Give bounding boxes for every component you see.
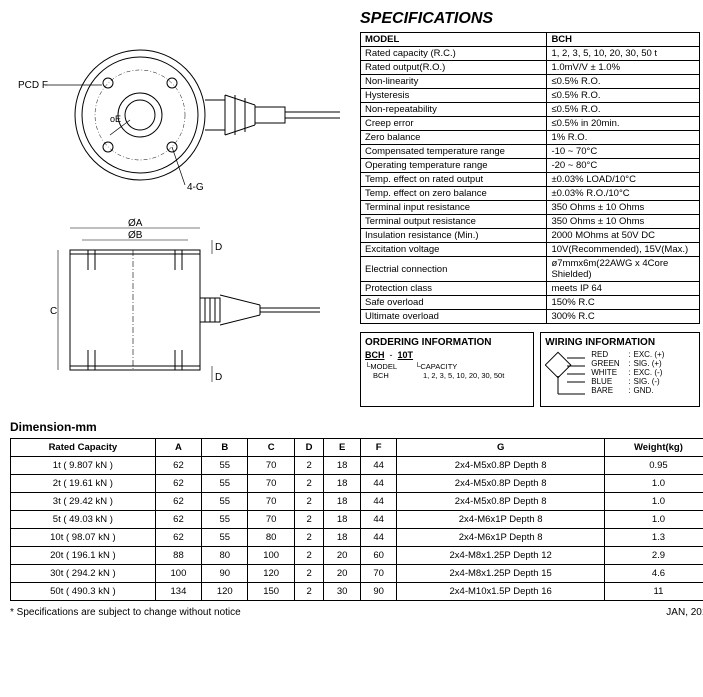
specs-cell: Terminal input resistance [361,201,547,215]
footer-note: * Specifications are subject to change w… [10,607,241,618]
specs-cell: 350 Ohms ± 10 Ohms [547,215,700,229]
ordering-capacity: 10T [398,350,414,360]
dim-header: E [324,439,361,457]
wiring-info-box: WIRING INFORMATION RED:EXC. (+)GREEN:SIG… [540,332,700,407]
wire-row: GREEN:SIG. (+) [591,359,664,368]
dim-header: C [248,439,294,457]
label-d-bot: D [215,372,222,383]
specs-cell: -10 ~ 70°C [547,145,700,159]
dim-header: D [294,439,324,457]
specs-cell: ≤0.5% R.O. [547,103,700,117]
label-oe: oE [110,114,121,124]
specs-cell: 300% R.C [547,310,700,324]
specs-cell: Creep error [361,117,547,131]
label-pcdf: PCD F [18,80,48,91]
dim-header: B [202,439,248,457]
specs-cell: 10V(Recommended), 15V(Max.) [547,243,700,257]
specs-cell: Terminal output resistance [361,215,547,229]
dimension-table: Rated CapacityABCDEFGWeight(kg) 1t ( 9.8… [10,438,703,601]
specs-cell: 350 Ohms ± 10 Ohms [547,201,700,215]
specs-cell: Zero balance [361,131,547,145]
specs-cell: ≤0.5% R.O. [547,75,700,89]
specs-cell: Protection class [361,282,547,296]
specs-cell: 1.0mV/V ± 1.0% [547,61,700,75]
table-row: 5t ( 49.03 kN )625570218442x4-M6x1P Dept… [11,511,703,529]
table-row: 30t ( 294.2 kN )10090120220702x4-M8x1.25… [11,565,703,583]
dimension-title: Dimension-mm [10,420,703,434]
specs-cell: 150% R.C [547,296,700,310]
wiring-title: WIRING INFORMATION [545,337,695,348]
dim-header: F [360,439,397,457]
specs-cell: Non-repeatability [361,103,547,117]
specs-cell: -20 ~ 80°C [547,159,700,173]
specs-cell: Hysteresis [361,89,547,103]
specs-cell: Compensated temperature range [361,145,547,159]
table-row: 10t ( 98.07 kN )625580218442x4-M6x1P Dep… [11,529,703,547]
specs-cell: Excitation voltage [361,243,547,257]
specs-cell: ±0.03% LOAD/10°C [547,173,700,187]
wire-row: RED:EXC. (+) [591,350,664,359]
specs-cell: ≤0.5% in 20min. [547,117,700,131]
specs-cell: ±0.03% R.O./10°C [547,187,700,201]
specs-cell: Operating temperature range [361,159,547,173]
diagram-panel: PCD F oE 4-G ØA ØB C D D [10,10,350,410]
specs-cell: 1% R.O. [547,131,700,145]
label-ob: ØB [128,230,143,241]
table-row: 1t ( 9.807 kN )625570218442x4-M5x0.8P De… [11,457,703,475]
table-row: 2t ( 19.61 kN )625570218442x4-M5x0.8P De… [11,475,703,493]
specs-cell: ≤0.5% R.O. [547,89,700,103]
label-oa: ØA [128,218,143,229]
specs-cell: Temp. effect on zero balance [361,187,547,201]
specs-cell: Insulation resistance (Min.) [361,229,547,243]
specs-cell: 2000 MOhms at 50V DC [547,229,700,243]
specs-cell: Rated output(R.O.) [361,61,547,75]
label-4g: 4-G [187,182,204,193]
wire-row: BLUE:SIG. (-) [591,377,664,386]
specs-model-label: MODEL [361,33,547,47]
dim-header: Rated Capacity [11,439,156,457]
ordering-info-box: ORDERING INFORMATION BCH - 10T └MODEL BC… [360,332,534,407]
dim-header: A [155,439,201,457]
table-row: 20t ( 196.1 kN )8880100220602x4-M8x1.25P… [11,547,703,565]
dim-header: Weight(kg) [604,439,703,457]
ordering-model: BCH [365,350,385,360]
side-view-diagram: ØA ØB C D D [10,210,340,410]
dim-header: G [397,439,605,457]
wire-row: WHITE:EXC. (-) [591,368,664,377]
specs-cell: Temp. effect on rated output [361,173,547,187]
wire-row: BARE:GND. [591,386,664,395]
specs-cell: Rated capacity (R.C.) [361,47,547,61]
specs-cell: Safe overload [361,296,547,310]
specs-model-value: BCH [547,33,700,47]
footer-date: JAN, 2010 [666,607,703,618]
specifications-title: SPECIFICATIONS [360,10,700,28]
specs-cell: Non-linearity [361,75,547,89]
table-row: 3t ( 29.42 kN )625570218442x4-M5x0.8P De… [11,493,703,511]
label-d-top: D [215,242,222,253]
ordering-title: ORDERING INFORMATION [365,337,529,348]
wiring-diagram-icon [545,350,587,402]
specs-cell: Ultimate overload [361,310,547,324]
specs-cell: 1, 2, 3, 5, 10, 20, 30, 50 t [547,47,700,61]
specifications-table: MODELBCH Rated capacity (R.C.)1, 2, 3, 5… [360,32,700,324]
top-view-diagram: PCD F oE 4-G [10,10,340,210]
table-row: 50t ( 490.3 kN )134120150230902x4-M10x1.… [11,583,703,601]
specs-cell: ø7mmx6m(22AWG x 4Core Shielded) [547,257,700,282]
specs-cell: Electrial connection [361,257,547,282]
label-c: C [50,306,57,317]
specs-cell: meets IP 64 [547,282,700,296]
